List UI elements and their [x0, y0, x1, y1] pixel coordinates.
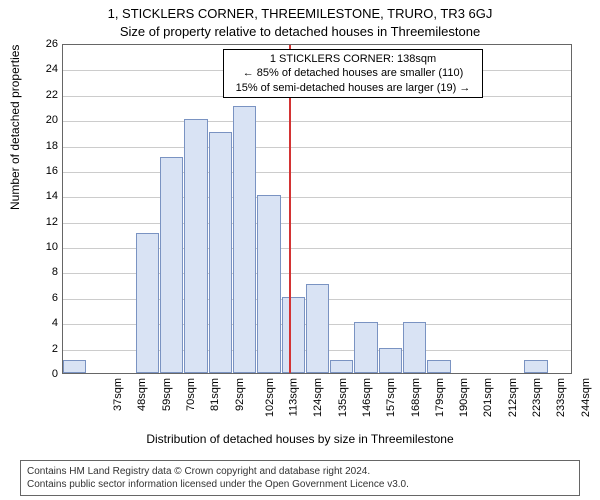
histogram-bar	[306, 284, 329, 373]
x-tick-label: 223sqm	[531, 378, 543, 417]
y-tick-label: 14	[34, 190, 58, 202]
attribution-footer: Contains HM Land Registry data © Crown c…	[20, 460, 580, 496]
histogram-bar	[403, 322, 426, 373]
y-tick-label: 22	[34, 89, 58, 101]
plot-area: 1 STICKLERS CORNER: 138sqm ← 85% of deta…	[62, 44, 572, 374]
x-tick-label: 190sqm	[458, 378, 470, 417]
x-tick-label: 113sqm	[287, 378, 299, 416]
histogram-bar	[136, 233, 159, 373]
y-tick-label: 0	[34, 368, 58, 380]
gridline	[63, 197, 571, 198]
chart-title-line1: 1, STICKLERS CORNER, THREEMILESTONE, TRU…	[0, 6, 600, 21]
histogram-bar	[209, 132, 232, 373]
x-tick-label: 81sqm	[209, 378, 221, 411]
histogram-bar	[257, 195, 280, 373]
y-tick-label: 18	[34, 140, 58, 152]
histogram-bar	[184, 119, 207, 373]
y-tick-label: 2	[34, 343, 58, 355]
histogram-bar	[63, 360, 86, 373]
histogram-bar	[379, 348, 402, 373]
y-axis-label: Number of detached properties	[8, 45, 22, 210]
annotation-line3: 15% of semi-detached houses are larger (…	[228, 81, 478, 95]
histogram-bar	[160, 157, 183, 373]
x-tick-label: 212sqm	[507, 378, 519, 417]
y-tick-label: 8	[34, 266, 58, 278]
x-tick-label: 135sqm	[337, 378, 349, 417]
y-tick-label: 26	[34, 38, 58, 50]
x-tick-label: 124sqm	[313, 378, 325, 417]
annotation-line2: ← 85% of detached houses are smaller (11…	[228, 66, 478, 80]
chart-title-line2: Size of property relative to detached ho…	[0, 24, 600, 39]
x-axis-label: Distribution of detached houses by size …	[0, 432, 600, 446]
x-tick-label: 102sqm	[264, 378, 276, 417]
y-tick-label: 12	[34, 216, 58, 228]
gridline	[63, 121, 571, 122]
histogram-bar	[427, 360, 450, 373]
histogram-bar	[330, 360, 353, 373]
y-tick-label: 16	[34, 165, 58, 177]
x-tick-label: 92sqm	[234, 378, 246, 411]
x-tick-label: 48sqm	[136, 378, 148, 411]
x-tick-label: 37sqm	[112, 378, 124, 411]
gridline	[63, 147, 571, 148]
x-tick-label: 146sqm	[361, 378, 373, 417]
x-tick-label: 59sqm	[161, 378, 173, 411]
histogram-bar	[233, 106, 256, 373]
y-tick-label: 20	[34, 114, 58, 126]
histogram-chart: 1, STICKLERS CORNER, THREEMILESTONE, TRU…	[0, 0, 600, 500]
gridline	[63, 172, 571, 173]
x-tick-label: 201sqm	[483, 378, 495, 417]
annotation-line1: 1 STICKLERS CORNER: 138sqm	[228, 52, 478, 66]
y-tick-label: 10	[34, 241, 58, 253]
y-tick-label: 24	[34, 63, 58, 75]
x-tick-label: 168sqm	[410, 378, 422, 417]
histogram-bar	[282, 297, 305, 373]
footer-line2: Contains public sector information licen…	[27, 478, 573, 491]
x-tick-label: 157sqm	[385, 378, 397, 417]
x-tick-label: 70sqm	[185, 378, 197, 411]
annotation-box: 1 STICKLERS CORNER: 138sqm ← 85% of deta…	[223, 49, 483, 98]
gridline	[63, 223, 571, 224]
x-tick-label: 244sqm	[580, 378, 592, 417]
x-tick-label: 233sqm	[555, 378, 567, 417]
y-tick-label: 4	[34, 317, 58, 329]
y-tick-label: 6	[34, 292, 58, 304]
histogram-bar	[524, 360, 547, 373]
footer-line1: Contains HM Land Registry data © Crown c…	[27, 465, 573, 478]
x-tick-label: 179sqm	[434, 378, 446, 417]
histogram-bar	[354, 322, 377, 373]
